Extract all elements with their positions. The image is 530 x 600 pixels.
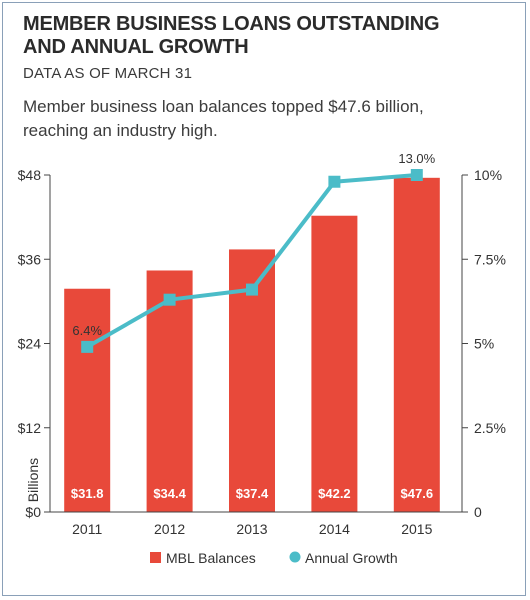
bar-value-label-2013: $37.4: [236, 486, 269, 501]
chart-subtitle: DATA AS OF MARCH 31: [23, 65, 193, 82]
y-right-tick-label: 0: [474, 504, 482, 520]
y-left-axis-label: Billions: [25, 458, 41, 502]
bar-2015: [393, 177, 440, 512]
x-tick-label-2015: 2015: [401, 521, 432, 537]
growth-point-2014: [328, 175, 341, 188]
legend-label-mbl-balances: MBL Balances: [166, 550, 256, 566]
legend-swatch-annual-growth: [289, 551, 301, 563]
x-tick-label-2011: 2011: [72, 521, 102, 537]
x-tick-label-2013: 2013: [236, 521, 267, 537]
bar-value-label-2011: $31.8: [71, 486, 104, 501]
bar-value-label-2012: $34.4: [153, 486, 186, 501]
chart-title: MEMBER BUSINESS LOANS OUTSTANDING AND AN…: [23, 13, 503, 59]
y-left-tick-label: $36: [18, 251, 42, 267]
y-right-tick-label: 7.5%: [474, 251, 506, 267]
growth-point-2013: [246, 283, 258, 296]
y-right-tick-label: 2.5%: [474, 420, 506, 436]
growth-point-2012: [163, 293, 176, 306]
legend-label-annual-growth: Annual Growth: [305, 550, 398, 566]
growth-point-label-2015: 13.0%: [398, 151, 435, 166]
y-left-tick-label: $12: [18, 420, 42, 436]
y-left-tick-label: $48: [18, 167, 42, 183]
bar-2011: [64, 288, 111, 512]
description-line-1: Member business loan balances topped $47…: [23, 97, 424, 116]
bar-value-label-2014: $42.2: [318, 486, 351, 501]
title-line-2: AND ANNUAL GROWTH: [23, 36, 249, 58]
y-left-tick-label: $0: [25, 504, 41, 520]
bar-value-label-2015: $47.6: [401, 486, 434, 501]
chart-description: Member business loan balances topped $47…: [23, 95, 513, 143]
growth-point-label-2011: 6.4%: [72, 323, 102, 338]
y-right-tick-label: 10%: [474, 167, 502, 183]
x-tick-label-2012: 2012: [154, 521, 185, 537]
y-right-tick-label: 5%: [474, 336, 494, 352]
title-line-1: MEMBER BUSINESS LOANS OUTSTANDING: [23, 13, 440, 35]
description-line-2: reaching an industry high.: [23, 121, 218, 140]
growth-point-2015: [410, 169, 423, 181]
x-tick-label-2014: 2014: [319, 521, 350, 537]
y-left-tick-label: $24: [18, 336, 42, 352]
bar-2014: [311, 215, 358, 513]
legend-swatch-mbl-balances: [150, 552, 161, 563]
growth-point-2011: [81, 340, 94, 353]
